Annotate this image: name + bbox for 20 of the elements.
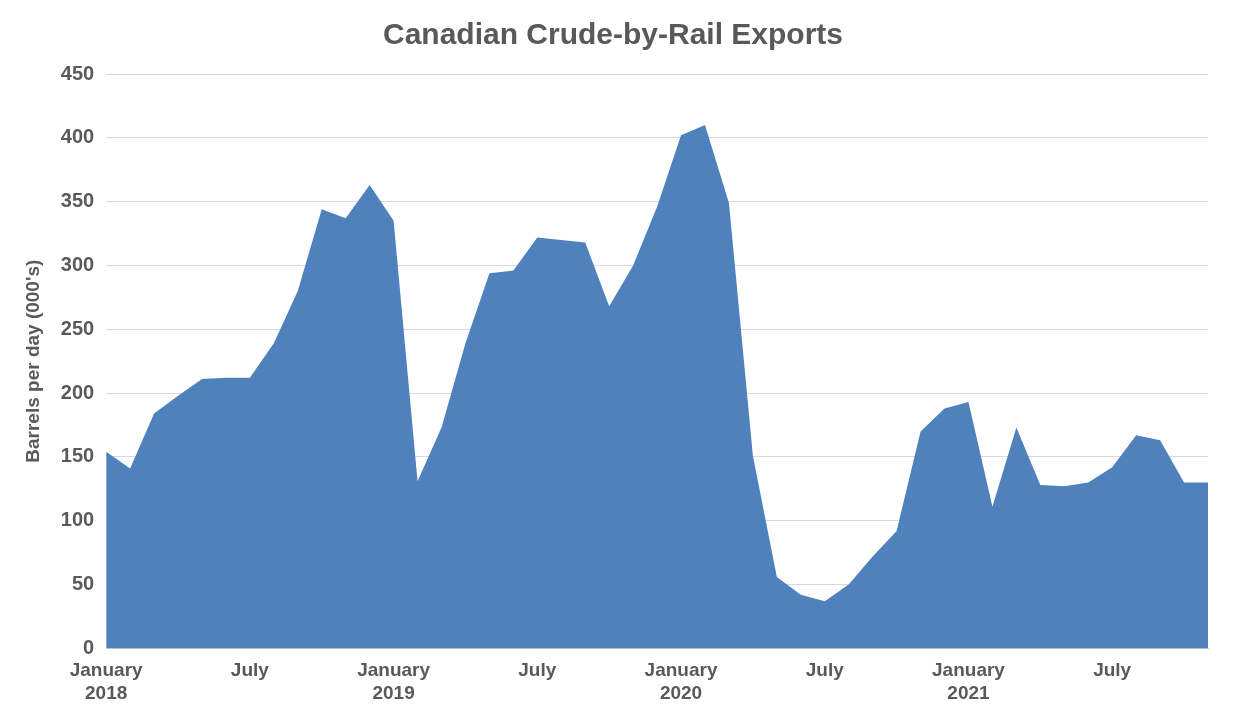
x-tick-label: January 2020	[644, 659, 718, 703]
x-tick-label: January 2021	[932, 659, 1006, 703]
x-tick-label: July	[518, 659, 557, 681]
y-tick-label: 150	[60, 444, 95, 467]
y-axis-title: Barrels per day (000's)	[21, 259, 43, 463]
y-tick-label: 350	[60, 189, 95, 212]
y-tick-label: 300	[60, 252, 95, 275]
y-tick-label: 400	[60, 125, 95, 148]
x-tick-label: July	[230, 659, 270, 681]
x-tick-label: January 2019	[357, 659, 431, 703]
y-tick-label: 200	[60, 380, 95, 403]
x-tick-label: January 2018	[69, 659, 144, 703]
y-tick-label: 450	[60, 61, 95, 84]
y-tick-label: 50	[71, 572, 95, 595]
x-tick-label: July	[1093, 659, 1132, 681]
y-tick-label: 100	[60, 508, 95, 531]
chart-title: Canadian Crude-by-Rail Exports	[382, 17, 844, 51]
y-tick-label: 0	[83, 635, 95, 658]
x-tick-label: July	[805, 659, 845, 681]
y-tick-label: 250	[60, 316, 95, 339]
